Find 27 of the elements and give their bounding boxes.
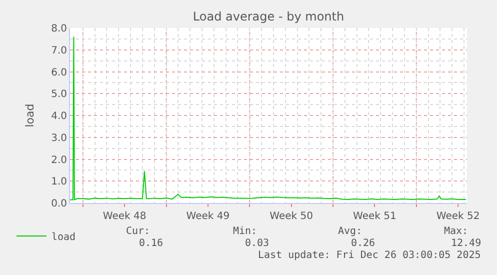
text: 0.16: [139, 238, 164, 249]
x-tick-label: Week 52: [436, 211, 480, 222]
text: Max:: [444, 226, 468, 237]
text: 12.49: [451, 238, 482, 249]
y-tick-label: 6.0: [51, 67, 67, 78]
y-tick-label: 5.0: [51, 89, 67, 100]
text: Min:: [233, 226, 258, 237]
y-tick-label: 1.0: [51, 176, 67, 188]
y-tick-label: 3.0: [51, 132, 67, 144]
text: Last update: Fri Dec 26 03:00:05 2025: [258, 250, 481, 261]
y-tick-label: 2.0: [51, 154, 67, 166]
x-tick-label: Week 51: [353, 211, 396, 222]
text: Avg:: [338, 226, 362, 237]
y-axis-title: load: [24, 104, 37, 128]
x-tick-label: Week 49: [186, 211, 230, 222]
text: Cur:: [126, 226, 150, 237]
line-series: [70, 36, 467, 200]
chart-title: Load average - by month: [192, 9, 344, 24]
text: 0.03: [245, 238, 270, 249]
text: 0.26: [351, 238, 376, 249]
x-tick-label: Week 48: [102, 211, 146, 222]
y-tick-label: 0.0: [51, 198, 67, 210]
y-tick-label: 4.0: [51, 111, 67, 122]
y-tick-label: 7.0: [51, 45, 67, 56]
x-tick-label: Week 50: [270, 211, 313, 222]
y-tick-label: 8.0: [51, 24, 67, 34]
legend-label: load: [51, 232, 76, 243]
